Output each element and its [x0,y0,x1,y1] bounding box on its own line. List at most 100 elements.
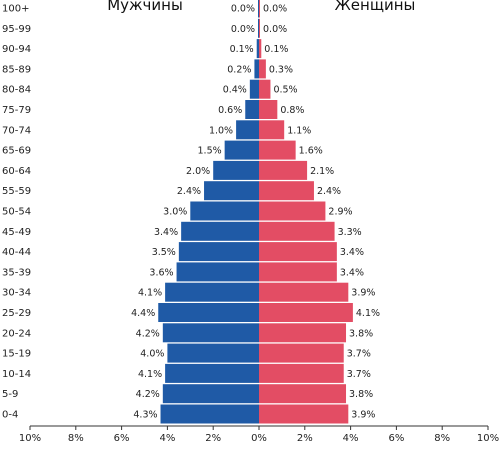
female-pct-label: 2.1% [310,166,334,177]
female-pct-label: 3.8% [349,389,373,400]
age-label: 10-14 [2,369,31,380]
bar-male-55-59 [204,181,259,201]
bar-female-85-89 [259,59,266,79]
age-label: 60-64 [2,166,31,177]
bar-female-40-44 [259,242,337,262]
age-label: 80-84 [2,85,31,96]
female-pct-label: 1.6% [299,146,323,157]
male-pct-label: 0.6% [218,105,242,116]
bar-female-80-84 [259,79,271,99]
bar-female-55-59 [259,181,314,201]
male-pct-label: 4.0% [140,349,164,360]
age-label: 65-69 [2,146,31,157]
male-pct-label: 0.0% [231,24,255,35]
female-pct-label: 0.0% [263,24,287,35]
bar-male-10-14 [165,363,259,383]
bar-male-45-49 [181,221,259,241]
age-label: 35-39 [2,267,31,278]
x-tick-label: 8% [68,433,84,444]
bar-male-50-54 [190,201,259,221]
female-pct-label: 3.7% [347,349,371,360]
age-label: 45-49 [2,227,31,238]
bar-male-85-89 [254,59,259,79]
x-tick-label: 4% [159,433,175,444]
bar-male-80-84 [249,79,259,99]
bar-male-35-39 [176,262,259,282]
bar-male-60-64 [213,160,259,180]
bar-male-5-9 [162,384,259,404]
x-tick-label: 10% [19,433,41,444]
age-label: 55-59 [2,186,31,197]
bar-female-10-14 [259,363,344,383]
male-pct-label: 3.0% [163,207,187,218]
female-pct-label: 0.8% [280,105,304,116]
bar-male-95-99 [258,18,259,38]
age-label: 70-74 [2,125,31,136]
age-label: 50-54 [2,207,31,218]
legend-male: Мужчины [107,0,183,14]
bar-female-0-4 [259,404,349,424]
male-pct-label: 3.6% [149,267,173,278]
male-pct-label: 4.1% [138,369,162,380]
female-pct-label: 2.9% [328,207,352,218]
age-label: 75-79 [2,105,31,116]
female-pct-label: 4.1% [356,308,380,319]
x-tick-label: 10% [477,433,499,444]
male-pct-label: 1.0% [209,125,233,136]
age-label: 25-29 [2,308,31,319]
bar-female-5-9 [259,384,347,404]
bar-female-20-24 [259,323,347,343]
female-pct-label: 3.9% [351,410,375,421]
age-label: 20-24 [2,328,31,339]
bar-female-60-64 [259,160,308,180]
male-pct-label: 4.3% [133,410,157,421]
age-label: 100+ [2,4,29,15]
female-pct-label: 2.4% [317,186,341,197]
age-label: 95-99 [2,24,31,35]
age-label: 90-94 [2,44,31,55]
bar-female-70-74 [259,120,285,140]
bar-female-75-79 [259,100,278,119]
male-pct-label: 4.1% [138,288,162,299]
female-pct-label: 3.3% [338,227,362,238]
female-pct-label: 3.9% [351,288,375,299]
x-tick-label: 2% [205,433,221,444]
male-pct-label: 3.5% [152,247,176,258]
bar-female-50-54 [259,201,326,221]
male-pct-label: 1.5% [198,146,222,157]
bar-female-30-34 [259,282,349,302]
female-pct-label: 0.5% [273,85,297,96]
age-label: 15-19 [2,349,31,360]
age-label: 0-4 [2,410,18,421]
bar-female-45-49 [259,221,335,241]
male-pct-label: 3.4% [154,227,178,238]
male-pct-label: 2.4% [177,186,201,197]
bar-female-95-99 [259,18,260,38]
x-axis: 10% 8% 6% 4% 2% 0% 2% 4% 6% 8% 10% [19,425,499,444]
bar-male-20-24 [162,323,259,343]
bar-male-65-69 [224,140,259,160]
male-pct-label: 4.4% [131,308,155,319]
male-pct-label: 0.1% [230,44,254,55]
male-pct-label: 0.2% [227,64,251,75]
bar-female-25-29 [259,303,353,322]
female-pct-label: 3.4% [340,247,364,258]
bar-male-15-19 [167,343,259,363]
bar-female-65-69 [259,140,296,160]
bars-layer [158,0,353,424]
bar-male-100+ [258,0,259,18]
male-pct-label: 0.0% [231,4,255,15]
female-pct-label: 0.3% [269,64,293,75]
age-label: 85-89 [2,64,31,75]
male-pct-label: 0.4% [223,85,247,96]
female-pct-label: 1.1% [287,125,311,136]
bar-female-100+ [259,0,260,18]
age-label: 5-9 [2,389,18,400]
male-pct-label: 4.2% [136,389,160,400]
x-tick-label: 6% [114,433,130,444]
legend-female: Женщины [335,0,416,14]
bar-male-40-44 [178,242,259,262]
female-pct-label: 0.1% [264,44,288,55]
female-pct-label: 0.0% [263,4,287,15]
